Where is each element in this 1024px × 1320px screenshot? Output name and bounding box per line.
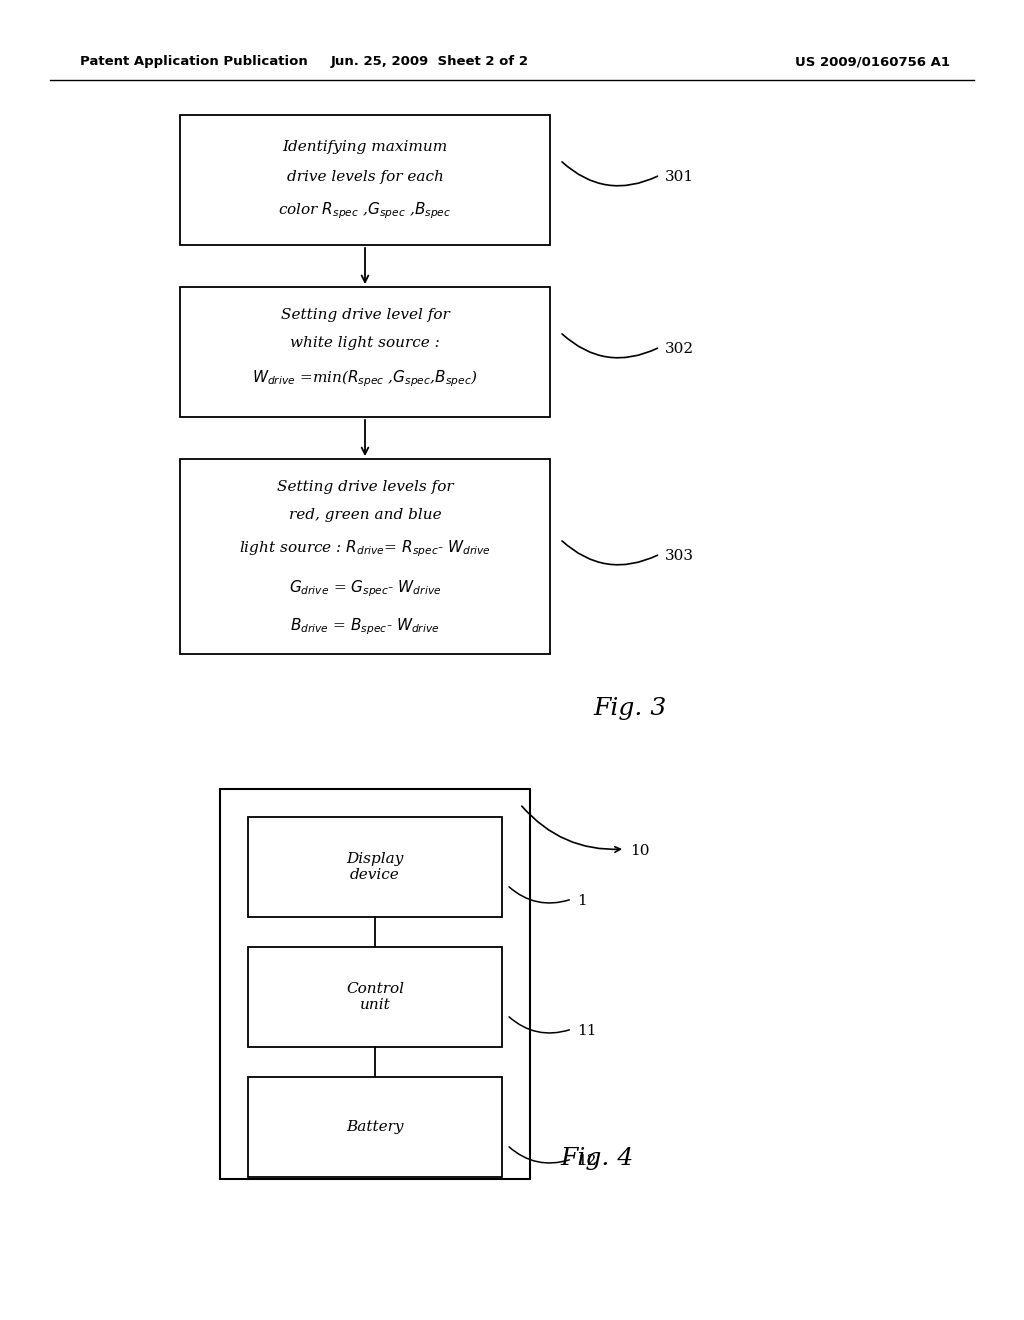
Text: $W_{drive}$ =min($R_{spec}$ ,$G_{spec}$,$B_{spec}$): $W_{drive}$ =min($R_{spec}$ ,$G_{spec}$,…	[252, 368, 478, 389]
Text: color $R_{spec}$ ,$G_{spec}$ ,$B_{spec}$: color $R_{spec}$ ,$G_{spec}$ ,$B_{spec}$	[279, 201, 452, 222]
Text: Setting drive level for: Setting drive level for	[281, 308, 450, 322]
Text: 301: 301	[665, 170, 694, 183]
Text: Battery: Battery	[346, 1119, 403, 1134]
Text: US 2009/0160756 A1: US 2009/0160756 A1	[795, 55, 950, 69]
Text: 12: 12	[577, 1154, 597, 1168]
Text: $B_{drive}$ = $B_{spec}$- $W_{drive}$: $B_{drive}$ = $B_{spec}$- $W_{drive}$	[290, 616, 440, 638]
Text: Jun. 25, 2009  Sheet 2 of 2: Jun. 25, 2009 Sheet 2 of 2	[331, 55, 529, 69]
Text: white light source :: white light source :	[290, 337, 440, 350]
Text: Control
unit: Control unit	[346, 982, 404, 1012]
Bar	[248, 817, 502, 917]
Text: Identifying maximum: Identifying maximum	[283, 140, 447, 154]
Bar	[248, 946, 502, 1047]
Text: $G_{drive}$ = $G_{spec}$- $W_{drive}$: $G_{drive}$ = $G_{spec}$- $W_{drive}$	[289, 578, 441, 599]
Text: Patent Application Publication: Patent Application Publication	[80, 55, 308, 69]
Bar	[248, 1077, 502, 1177]
Text: Display
device: Display device	[346, 851, 403, 882]
Bar	[180, 459, 550, 653]
Bar	[220, 789, 530, 1179]
Bar	[180, 115, 550, 246]
Bar	[180, 286, 550, 417]
Text: Fig. 3: Fig. 3	[593, 697, 667, 721]
Text: 1: 1	[577, 894, 587, 908]
Text: red, green and blue: red, green and blue	[289, 508, 441, 521]
Text: 302: 302	[665, 342, 694, 356]
Text: Fig. 4: Fig. 4	[560, 1147, 633, 1171]
Text: Setting drive levels for: Setting drive levels for	[276, 480, 454, 494]
Text: 303: 303	[665, 549, 694, 564]
Text: 10: 10	[630, 843, 649, 858]
Text: 11: 11	[577, 1024, 597, 1038]
Text: light source : $R_{drive}$= $R_{spec}$- $W_{drive}$: light source : $R_{drive}$= $R_{spec}$- …	[239, 539, 490, 560]
Text: drive levels for each: drive levels for each	[287, 170, 443, 183]
